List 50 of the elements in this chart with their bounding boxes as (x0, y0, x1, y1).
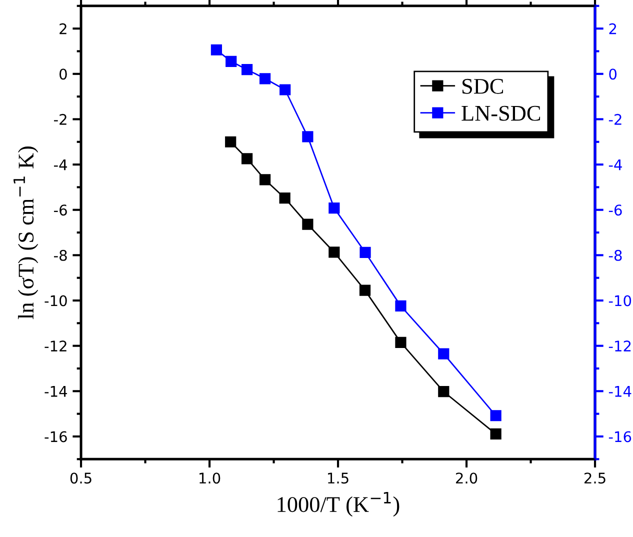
y2-tick-label: -2 (608, 114, 622, 125)
y-tick-label: 0 (60, 68, 67, 80)
y-tick-label: -10 (44, 295, 67, 306)
point (490, 428, 502, 440)
y2-tick-label: -14 (608, 386, 632, 397)
point (225, 136, 236, 148)
x-tick-label: 2.0 (456, 472, 478, 484)
point (438, 386, 450, 398)
point (395, 336, 406, 348)
x-axis-title: 1000/T (K$^{−1}$) (278, 492, 400, 517)
point (302, 131, 314, 142)
point (302, 218, 314, 230)
y-tick-label: 2 (60, 23, 66, 34)
y2-tick-label: -6 (608, 204, 622, 216)
y2-tick-label: -12 (608, 340, 631, 352)
point (259, 73, 271, 84)
point (359, 284, 371, 296)
y2-tick-label: -10 (608, 295, 632, 306)
point (395, 300, 406, 312)
y2-tick-label: 2 (609, 23, 616, 34)
point (360, 246, 371, 258)
x-tick-label: 0.5 (70, 472, 92, 484)
point (438, 348, 450, 360)
x-tick-label: 1.5 (328, 472, 348, 484)
y-tick-label: -16 (44, 431, 67, 442)
point (279, 192, 290, 204)
y-tick-label: -14 (44, 386, 68, 397)
y-tick-label: -8 (54, 250, 67, 261)
y-tick-label: -12 (44, 340, 66, 352)
y2-tick-label: 0 (609, 68, 617, 80)
y-axis-title: ln (σT) (S cm$^{−1}$ K) (14, 146, 38, 320)
point (226, 56, 237, 67)
point (328, 202, 340, 214)
y2-tick-label: -8 (608, 250, 622, 261)
y-tick-label: -2 (54, 114, 66, 125)
legend-label: SDC (462, 78, 504, 94)
point (241, 153, 253, 164)
point (210, 44, 222, 56)
point (280, 84, 291, 96)
y2-tick-label: -4 (608, 159, 622, 170)
point (259, 174, 271, 186)
y-tick-label: -4 (54, 159, 68, 170)
x-tick-label: 1.0 (200, 472, 220, 484)
point (241, 64, 253, 76)
y2-tick-label: -16 (608, 431, 632, 442)
point (328, 246, 340, 258)
y-tick-label: -6 (54, 204, 67, 216)
point (490, 410, 502, 422)
legend-label: LN-SDC (462, 106, 540, 121)
x-tick-label: 2.5 (584, 472, 606, 484)
